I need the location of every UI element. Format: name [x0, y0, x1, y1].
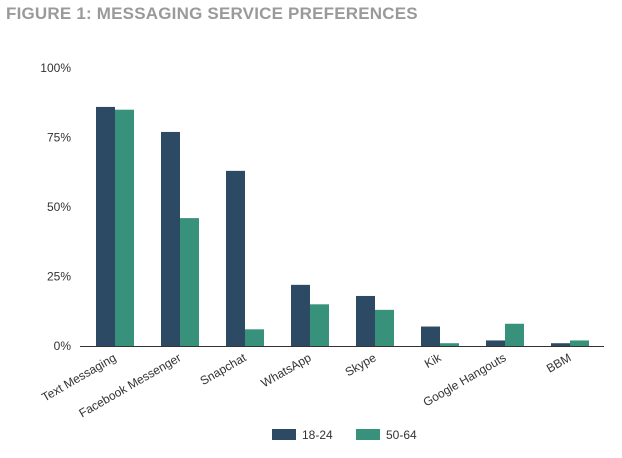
x-tick-label: WhatsApp	[259, 350, 314, 390]
bar-50-64-kik	[440, 343, 459, 346]
bars-group	[96, 106, 589, 346]
legend-label: 50-64	[386, 428, 417, 442]
x-tick-label: Kik	[422, 350, 444, 371]
x-tick-label: Snapchat	[198, 350, 249, 388]
legend-swatch	[356, 429, 380, 440]
bar-50-64-snapchat	[245, 329, 264, 346]
y-tick-label: 75%	[47, 131, 71, 145]
y-tick-label: 25%	[47, 270, 71, 284]
bar-50-64-whatsapp	[310, 304, 329, 346]
legend-label: 18-24	[302, 428, 333, 442]
legend-swatch	[272, 429, 296, 440]
y-axis-ticks: 0% 25% 50% 75% 100%	[40, 61, 71, 353]
legend: 18-24 50-64	[272, 428, 417, 442]
x-tick-label: Skype	[343, 350, 379, 379]
bar-18-24-bbm	[551, 343, 570, 346]
bar-50-64-bbm	[570, 340, 589, 346]
bar-50-64-facebook-messenger	[180, 218, 199, 346]
x-tick-label: BBM	[544, 350, 574, 375]
bar-18-24-text-messaging	[96, 106, 115, 346]
bar-18-24-skype	[356, 295, 375, 346]
y-tick-label: 0%	[54, 339, 72, 353]
bar-50-64-google-hangouts	[505, 323, 524, 346]
bar-18-24-snapchat	[226, 170, 245, 346]
bar-18-24-facebook-messenger	[161, 131, 180, 346]
chart-title: FIGURE 1: MESSAGING SERVICE PREFERENCES	[6, 4, 418, 23]
y-tick-label: 100%	[40, 61, 71, 75]
bar-18-24-google-hangouts	[486, 340, 505, 346]
y-tick-label: 50%	[47, 200, 71, 214]
bar-50-64-text-messaging	[115, 109, 134, 346]
bar-18-24-whatsapp	[291, 284, 310, 346]
bar-50-64-skype	[375, 309, 394, 346]
bar-18-24-kik	[421, 326, 440, 346]
